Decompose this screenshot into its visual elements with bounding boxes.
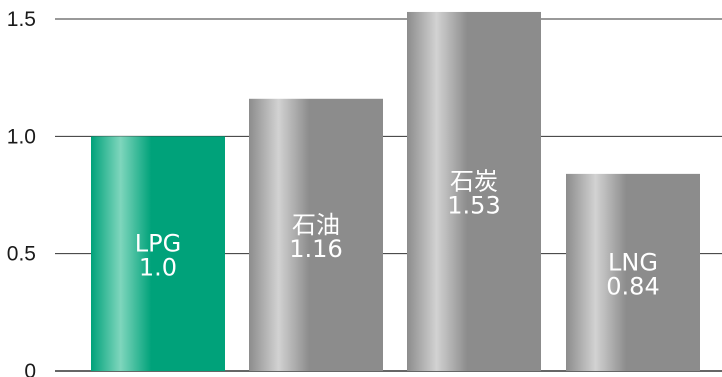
bar-category-label: LPG <box>135 230 181 258</box>
bar-category-label: 石炭 <box>450 167 498 195</box>
bar-value-label: 1.16 <box>289 235 342 263</box>
bar <box>249 98 383 371</box>
bar-group: 石油1.16 <box>249 98 383 371</box>
bar-value-label: 1.53 <box>447 191 500 219</box>
y-tick-label: 0 <box>24 360 36 377</box>
bar-value-label: 0.84 <box>606 272 659 300</box>
bar-category-label: 石油 <box>292 211 340 239</box>
y-tick-label: 1.5 <box>7 8 36 31</box>
bar-value-label: 1.0 <box>139 254 177 282</box>
bar <box>407 11 541 372</box>
y-axis-tick-labels: 0 0.5 1.0 1.5 <box>7 8 36 377</box>
bar-category-label: LNG <box>608 248 658 276</box>
y-tick-label: 1.0 <box>7 125 36 148</box>
bar <box>566 173 700 371</box>
y-tick-label: 0.5 <box>7 243 36 266</box>
bar-group: 石炭1.53 <box>407 11 541 372</box>
bar <box>91 136 225 371</box>
